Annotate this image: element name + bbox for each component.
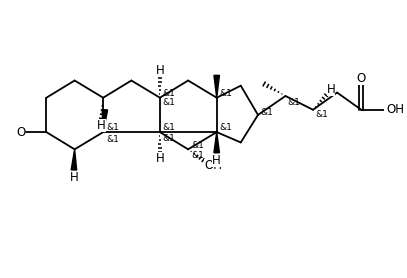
Text: &1: &1: [219, 123, 232, 133]
Polygon shape: [102, 110, 107, 132]
Text: H: H: [155, 64, 164, 77]
Text: O: O: [357, 72, 366, 85]
Text: &1: &1: [287, 98, 300, 107]
Text: &1: &1: [316, 110, 328, 120]
Polygon shape: [71, 149, 77, 170]
Polygon shape: [214, 75, 219, 98]
Text: &1: &1: [163, 123, 175, 133]
Text: &1: &1: [106, 123, 119, 133]
Polygon shape: [214, 132, 219, 153]
Text: H: H: [70, 171, 78, 184]
Text: &1: &1: [191, 151, 204, 160]
Text: OH: OH: [204, 159, 222, 172]
Text: H: H: [212, 154, 221, 167]
Text: OH: OH: [387, 103, 405, 116]
Text: &1: &1: [163, 134, 175, 143]
Text: &1: &1: [191, 141, 204, 150]
Text: &1: &1: [163, 89, 175, 98]
Text: H: H: [155, 152, 164, 165]
Text: H: H: [326, 83, 335, 96]
Text: O: O: [16, 126, 25, 139]
Text: H: H: [97, 119, 106, 132]
Text: &1: &1: [163, 98, 175, 107]
Text: &1: &1: [261, 108, 274, 117]
Text: &1: &1: [219, 89, 232, 98]
Text: &1: &1: [106, 135, 119, 144]
